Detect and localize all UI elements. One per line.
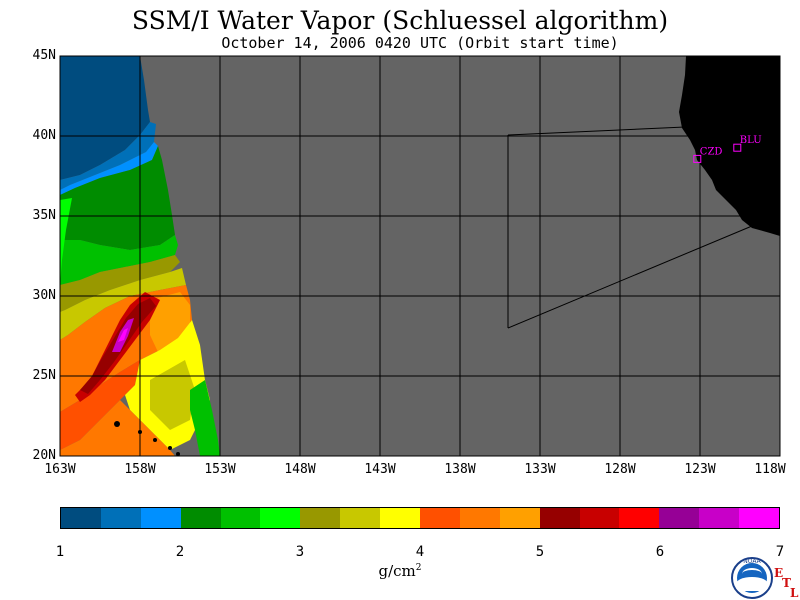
station-marker: [693, 154, 702, 163]
colorbar-swatch: [420, 508, 460, 528]
station-label: BLU: [740, 135, 762, 146]
swath-band-2.6-3: [60, 235, 178, 285]
colorbar-swatch: [659, 508, 700, 528]
map-subtitle: October 14, 2006 0420 UTC (Orbit start t…: [221, 34, 619, 52]
colorbar-swatch: [340, 508, 381, 528]
lon-label: 128W: [604, 462, 636, 477]
lat-label: 20N: [32, 448, 56, 463]
lat-label: 40N: [32, 128, 56, 143]
colorbar-swatch: [579, 508, 620, 528]
colorbar: [60, 507, 780, 529]
etl-letter-t: T: [782, 576, 791, 590]
map-frame: [59, 55, 781, 457]
lon-label: 153W: [204, 462, 236, 477]
swath-band-4.3-4.6: [60, 360, 140, 450]
colorbar-swatch: [459, 508, 500, 528]
etl-letter-l: L: [790, 586, 799, 600]
swath-band-2.6-3-south: [190, 380, 220, 456]
north-america-landmass: [679, 56, 780, 236]
noaa-logo: NOAA: [731, 557, 773, 599]
swath-band-1.6-2: [60, 142, 158, 195]
lat-label: 35N: [32, 208, 56, 223]
swath-band-1-1.2: [60, 56, 150, 180]
swath-band-3.6-4-south: [150, 360, 195, 430]
swath-band-orange-southwest: [60, 400, 175, 456]
lon-label: 133W: [524, 462, 556, 477]
lon-label: 143W: [364, 462, 396, 477]
lon-label: 163W: [44, 462, 76, 477]
colorbar-tick-label: 2: [175, 544, 185, 560]
swath-band-3.6-4: [60, 268, 186, 340]
colorbar-swatch: [539, 508, 580, 528]
colorbar-tick-label: 3: [295, 544, 305, 560]
colorbar-tick-label: 5: [535, 544, 545, 560]
island-marker: [114, 421, 120, 427]
colorbar-swatch: [260, 508, 301, 528]
station-markers: CZD BLU: [693, 135, 762, 163]
lon-label: 148W: [284, 462, 316, 477]
lon-label: 118W: [754, 462, 786, 477]
colorbar-tick-label: 6: [655, 544, 665, 560]
water-vapor-swath: [60, 56, 220, 456]
colorbar-units: g/cm2: [378, 562, 422, 580]
etl-letter-e: E: [774, 566, 784, 580]
colorbar-swatch: [300, 508, 341, 528]
island-marker: [176, 452, 180, 456]
lat-label: 45N: [32, 48, 56, 63]
island-marker: [153, 438, 157, 442]
colorbar-tick-label: 4: [415, 544, 425, 560]
lat-label: 25N: [32, 368, 56, 383]
colorbar-tick-label: 7: [775, 544, 785, 560]
station-marker: [733, 143, 742, 152]
lat-label: 30N: [32, 288, 56, 303]
swath-band-3.3-3.6: [60, 255, 180, 312]
swath-band-2-2.6: [60, 146, 175, 250]
colorbar-swatch: [619, 508, 660, 528]
colorbar-swatch: [699, 508, 740, 528]
swath-band-1.2-1.6: [60, 122, 156, 190]
colorbar-swatch: [100, 508, 141, 528]
map-title: SSM/I Water Vapor (Schluessel algorithm): [131, 6, 669, 35]
colorbar-swatch: [180, 508, 221, 528]
colorbar-swatch: [140, 508, 181, 528]
station-label: CZD: [700, 146, 723, 157]
lon-label: 123W: [684, 462, 716, 477]
colorbar-swatch: [220, 508, 261, 528]
swath-band-6.7-7: [118, 328, 128, 342]
colorbar-swatch: [380, 508, 421, 528]
lon-label: 138W: [444, 462, 476, 477]
island-marker: [168, 446, 172, 450]
colorbar-swatch: [61, 508, 101, 528]
swath-band-3-3.3: [60, 198, 72, 285]
colorbar-tick-label: 1: [55, 544, 65, 560]
lon-label: 158W: [124, 462, 156, 477]
colorbar-swatch: [499, 508, 540, 528]
colorbar-swatch: [739, 508, 780, 528]
